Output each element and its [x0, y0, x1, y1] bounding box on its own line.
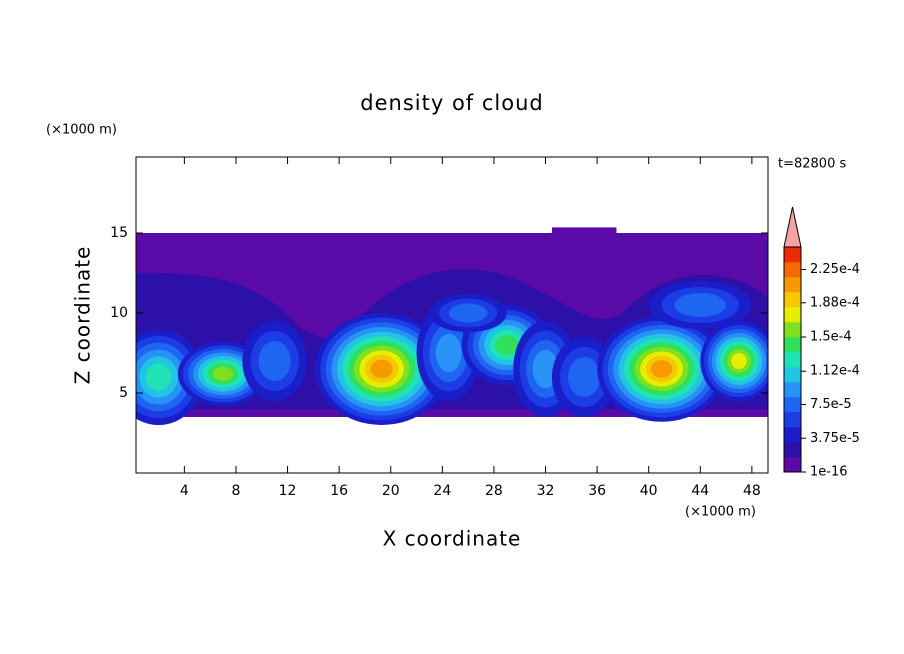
x-tick-label: 24	[433, 483, 451, 499]
colorbar-band	[784, 322, 801, 338]
chart-title: density of cloud	[360, 91, 543, 115]
x-tick-label: 40	[640, 483, 658, 499]
colorbar-band	[784, 427, 801, 443]
contour-field	[136, 227, 768, 425]
field-region	[435, 333, 462, 373]
field-region	[258, 341, 291, 381]
colorbar-band	[784, 307, 801, 323]
colorbar-tick-label: 3.75e-5	[810, 431, 860, 446]
x-tick-label: 16	[330, 483, 348, 499]
colorbar-band	[784, 442, 801, 458]
field-region	[145, 363, 172, 391]
colorbar-band	[784, 337, 801, 353]
colorbar-band	[784, 292, 801, 308]
x-tick-label: 20	[382, 483, 400, 499]
colorbar-band	[784, 277, 801, 293]
x-tick-label: 12	[279, 483, 297, 499]
colorbar-tick-label: 7.5e-5	[810, 397, 852, 412]
x-tick-label: 28	[485, 483, 503, 499]
x-tick-label: 44	[691, 483, 709, 499]
colorbar-band	[784, 367, 801, 383]
x-axis-title: X coordinate	[383, 527, 522, 551]
colorbar-band	[784, 457, 801, 473]
field-region	[370, 359, 393, 379]
y-unit: (×1000 m)	[46, 123, 117, 138]
x-tick-label: 4	[180, 483, 189, 499]
colorbar-extend	[783, 206, 802, 248]
time-label: t=82800 s	[778, 157, 846, 172]
colorbar-band	[784, 247, 801, 263]
colorbar-frame	[783, 246, 802, 473]
x-tick-label: 48	[743, 483, 761, 499]
colorbar-tick-label: 1.88e-4	[810, 295, 860, 310]
field-region	[495, 335, 519, 355]
colorbar-band	[784, 382, 801, 398]
y-tick-label: 10	[110, 305, 128, 321]
field-region	[568, 357, 601, 397]
colorbar-tick-label: 1e-16	[810, 465, 848, 480]
plot-frame	[135, 156, 769, 474]
x-tick-label: 36	[588, 483, 606, 499]
field-region	[213, 366, 234, 381]
x-tick-label: 32	[537, 483, 555, 499]
colorbar-band	[784, 412, 801, 428]
field-region	[551, 227, 617, 234]
field-region	[674, 293, 727, 317]
colorbar-tick-label: 2.25e-4	[810, 262, 860, 277]
colorbar-band	[784, 352, 801, 368]
x-unit: (×1000 m)	[685, 505, 756, 520]
colorbar-tick-label: 1.5e-4	[810, 330, 852, 345]
x-tick-label: 8	[231, 483, 240, 499]
y-axis-title: Z coordinate	[71, 246, 95, 385]
field-region	[448, 303, 488, 323]
colorbar-band	[784, 262, 801, 278]
field-region	[731, 353, 747, 369]
colorbar-tick-label: 1.12e-4	[810, 364, 860, 379]
y-tick-label: 15	[110, 225, 128, 241]
field-region	[650, 360, 673, 378]
field-region	[532, 349, 559, 389]
colorbar-band	[784, 397, 801, 413]
y-tick-label: 5	[119, 385, 128, 401]
